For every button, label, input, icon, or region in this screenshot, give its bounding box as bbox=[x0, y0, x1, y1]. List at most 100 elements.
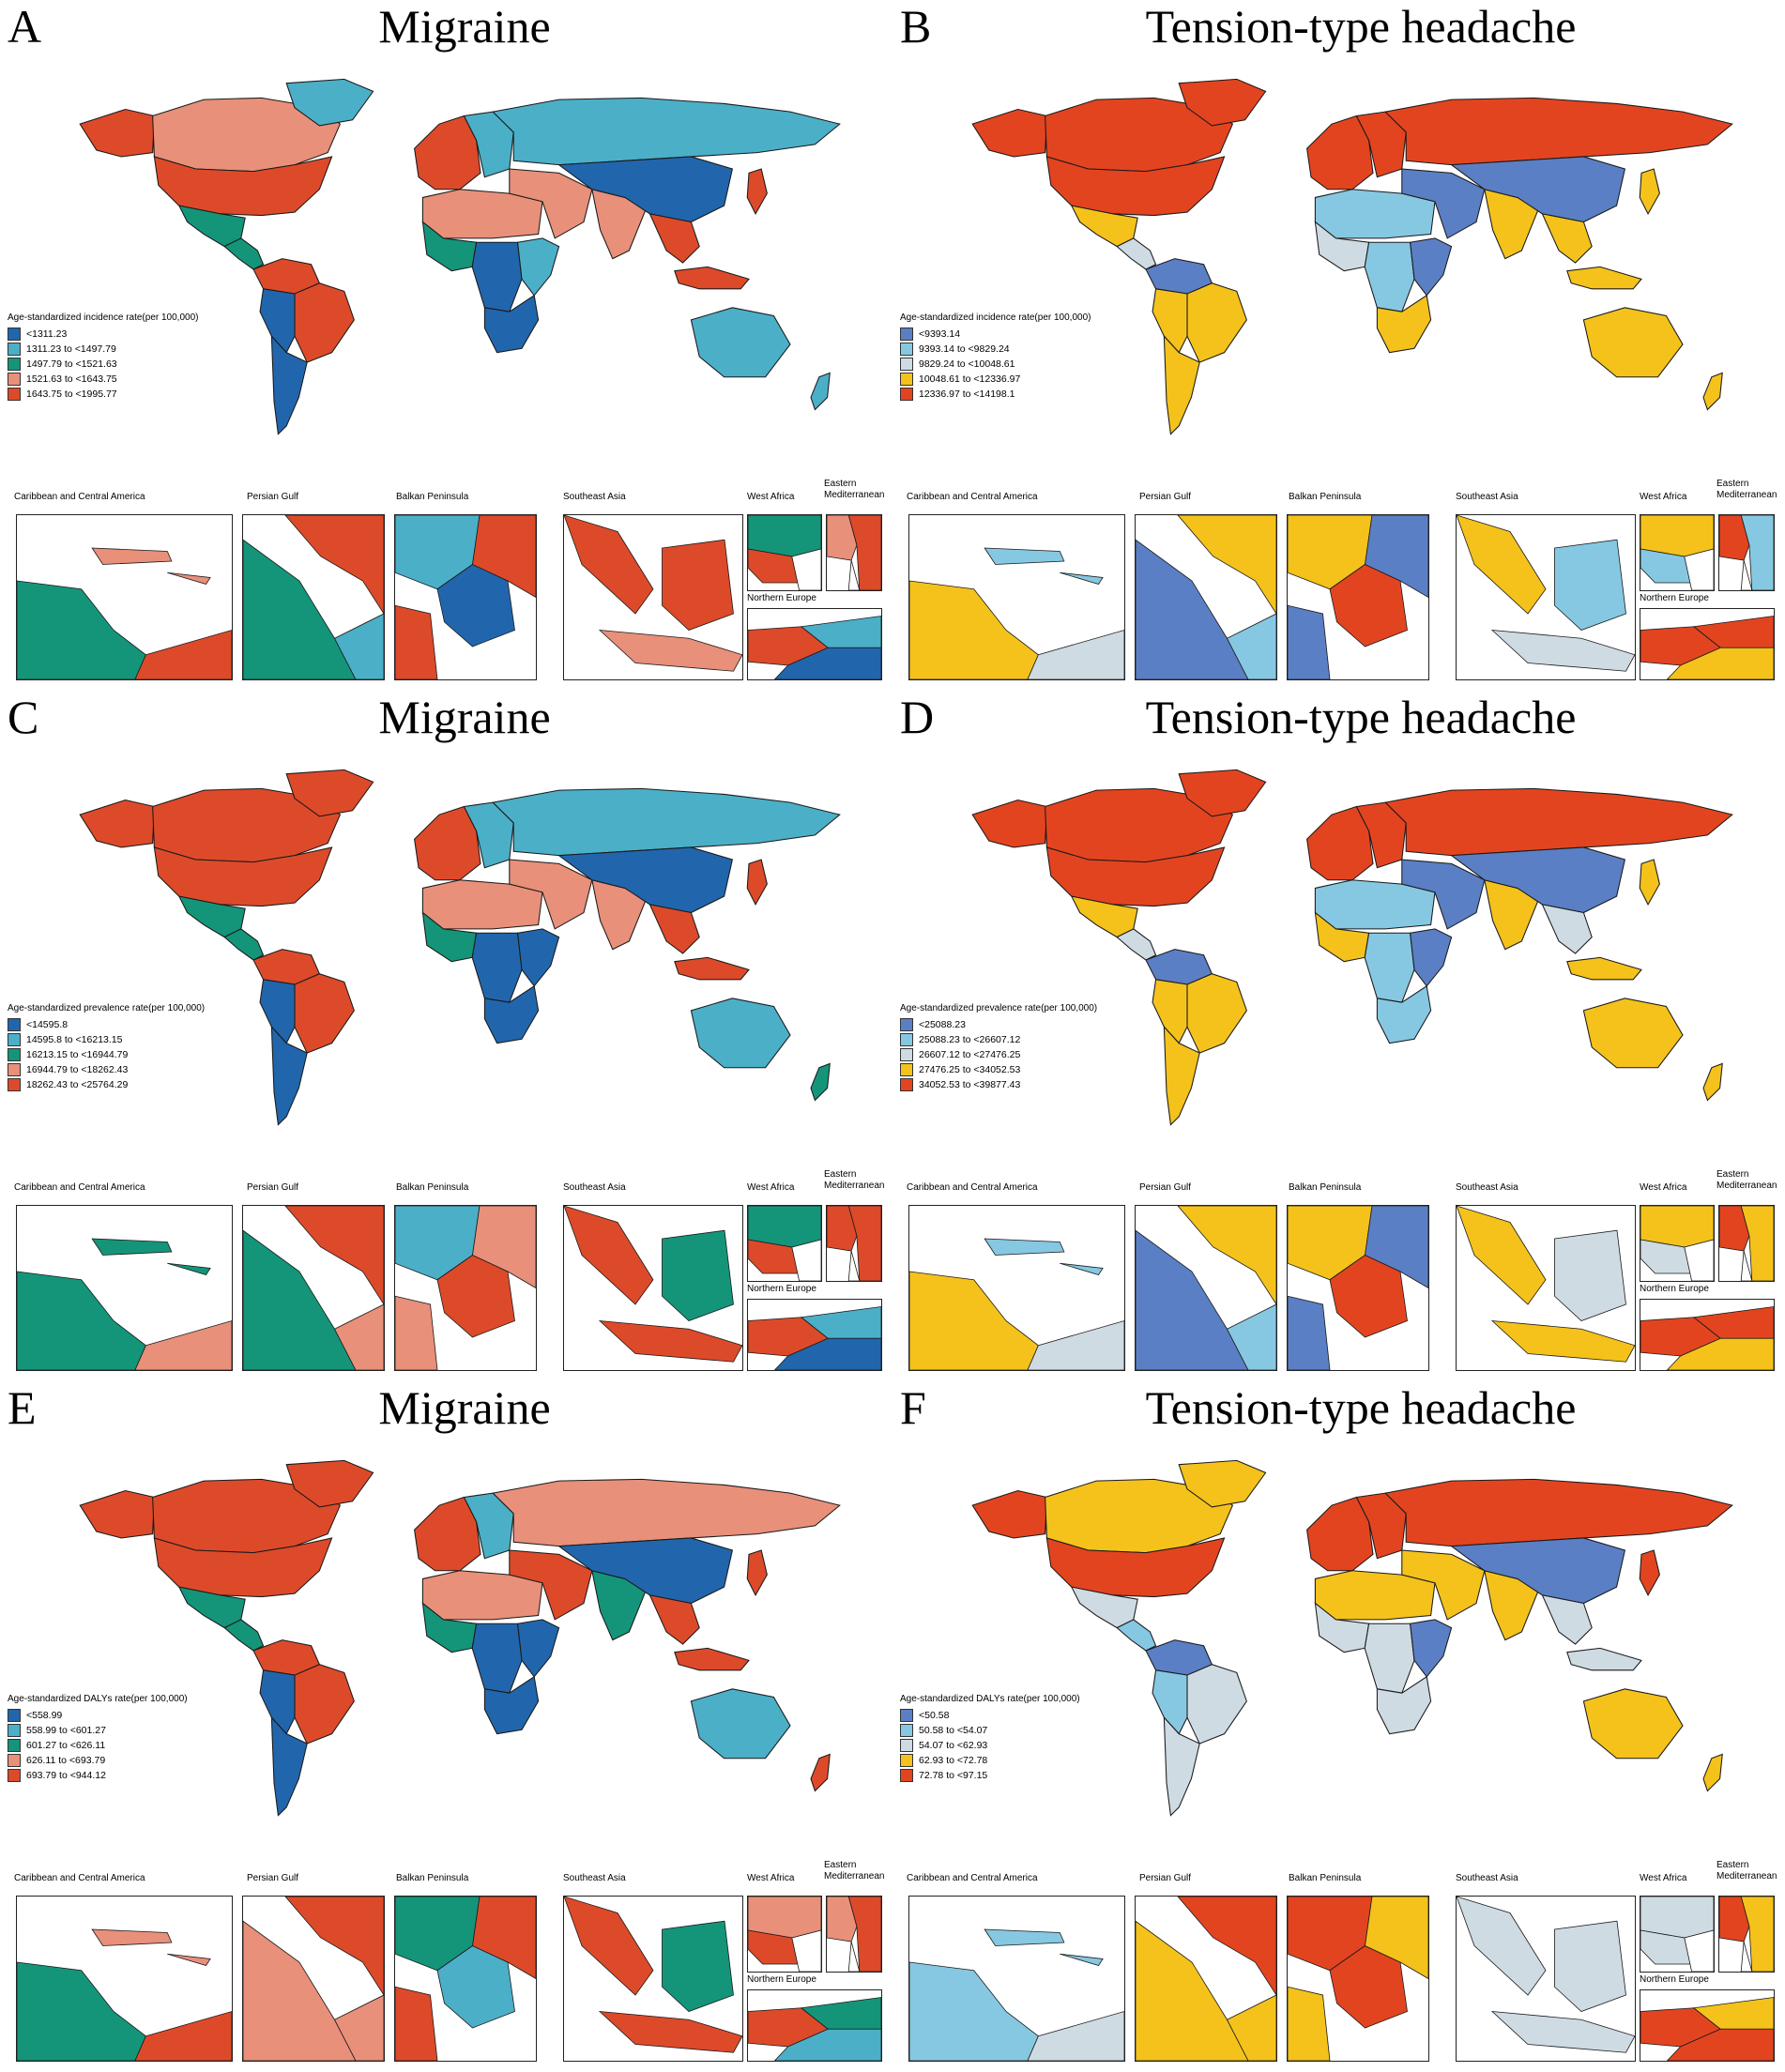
legend-item: 558.99 to <601.27 bbox=[8, 1723, 188, 1738]
region-s-africa bbox=[1376, 984, 1432, 1044]
inset-region bbox=[1028, 2012, 1124, 2061]
region-europe-w bbox=[414, 805, 481, 881]
legend-item: 72.78 to <97.15 bbox=[900, 1768, 1080, 1783]
legend-swatch bbox=[900, 328, 913, 341]
region-alaska bbox=[79, 1489, 155, 1539]
region-japan bbox=[746, 168, 768, 215]
region-australia bbox=[690, 1688, 791, 1760]
region-se-asia bbox=[648, 1594, 700, 1645]
legend-label: 16213.15 to <16944.79 bbox=[26, 1049, 129, 1060]
inset-region bbox=[1028, 1321, 1124, 1370]
inset-northern-europe bbox=[1640, 608, 1775, 680]
inset-label-west-africa: West Africa bbox=[1640, 492, 1687, 502]
inset-region bbox=[135, 2012, 232, 2061]
region-e-africa bbox=[1410, 237, 1453, 297]
region-china bbox=[557, 846, 734, 914]
region-brazil bbox=[294, 282, 355, 363]
inset-region bbox=[92, 1239, 210, 1275]
inset-region bbox=[1741, 1942, 1752, 1972]
inset-label-southeast-asia: Southeast Asia bbox=[1456, 492, 1518, 502]
legend-item: 27476.25 to <34052.53 bbox=[900, 1062, 1097, 1077]
inset-persian-gulf bbox=[1135, 514, 1277, 680]
legend-title: Age-standardized incidence rate(per 100,… bbox=[900, 312, 1091, 323]
legend-item: 9829.24 to <10048.61 bbox=[900, 357, 1091, 372]
inset-region bbox=[827, 1897, 857, 1942]
world-map bbox=[47, 1456, 873, 1832]
region-central-america bbox=[1116, 1619, 1157, 1652]
region-argentina bbox=[1163, 334, 1200, 435]
inset-persian-gulf bbox=[1135, 1896, 1277, 2062]
legend-swatch bbox=[900, 373, 913, 386]
legend-swatch bbox=[8, 343, 21, 356]
region-se-asia bbox=[1541, 1594, 1593, 1645]
inset-region bbox=[395, 1897, 536, 2061]
region-australia bbox=[690, 307, 791, 378]
legend-item: 54.07 to <62.93 bbox=[900, 1738, 1080, 1753]
inset-label-west-africa: West Africa bbox=[747, 492, 795, 502]
region-japan bbox=[1639, 168, 1660, 215]
legend-swatch bbox=[8, 358, 21, 371]
inset-persian-gulf bbox=[242, 514, 385, 680]
inset-region bbox=[1741, 1251, 1752, 1281]
legend-label: 18262.43 to <25764.29 bbox=[26, 1079, 129, 1090]
inset-label-caribbean: Caribbean and Central America bbox=[907, 492, 1038, 502]
region-brazil bbox=[294, 1664, 355, 1744]
inset-region bbox=[1492, 2012, 1635, 2053]
region-usa bbox=[153, 156, 333, 217]
region-nz bbox=[810, 1753, 831, 1792]
region-se-asia bbox=[648, 904, 700, 954]
inset-persian-gulf bbox=[242, 1205, 385, 1371]
inset-caribbean bbox=[16, 1896, 233, 2062]
inset-region bbox=[1492, 631, 1635, 672]
inset-maps: Caribbean and Central America Persian Gul… bbox=[9, 1169, 884, 1379]
region-alaska bbox=[971, 108, 1047, 158]
region-usa bbox=[1045, 1537, 1226, 1598]
inset-svg bbox=[243, 1897, 384, 2061]
inset-caribbean bbox=[16, 1205, 233, 1371]
legend-label: 626.11 to <693.79 bbox=[26, 1755, 106, 1766]
inset-region bbox=[909, 1962, 1038, 2061]
inset-west-africa bbox=[747, 514, 822, 591]
inset-maps: Caribbean and Central America Persian Gul… bbox=[902, 1860, 1777, 2070]
inset-label-caribbean: Caribbean and Central America bbox=[14, 1873, 145, 1883]
inset-region bbox=[1028, 631, 1124, 679]
region-middle-east bbox=[509, 859, 593, 930]
legend-item: 626.11 to <693.79 bbox=[8, 1753, 188, 1768]
inset-region bbox=[663, 1921, 734, 2011]
legend-label: 16944.79 to <18262.43 bbox=[26, 1064, 129, 1075]
panel-title: Tension-type headache bbox=[1145, 0, 1577, 53]
legend: Age-standardized incidence rate(per 100,… bbox=[8, 311, 198, 402]
legend-label: 72.78 to <97.15 bbox=[919, 1770, 988, 1781]
region-c-africa bbox=[1364, 241, 1415, 312]
region-europe-w bbox=[414, 1496, 481, 1572]
inset-svg bbox=[243, 515, 384, 679]
region-argentina bbox=[270, 334, 308, 435]
inset-svg bbox=[564, 1897, 742, 2061]
inset-region bbox=[1228, 614, 1276, 679]
region-usa bbox=[1045, 846, 1226, 907]
inset-caribbean bbox=[908, 1205, 1125, 1371]
inset-west-africa bbox=[1640, 1896, 1715, 1973]
panel-c: C Migraine Age-standardized prevalence rat… bbox=[0, 691, 892, 1381]
inset-eastern-med bbox=[826, 1896, 882, 1973]
legend-label: 693.79 to <944.12 bbox=[26, 1770, 106, 1781]
inset-svg bbox=[1640, 1206, 1714, 1281]
region-nz bbox=[810, 1062, 831, 1102]
legend-item: 1521.63 to <1643.75 bbox=[8, 372, 198, 387]
legend-item: 62.93 to <72.78 bbox=[900, 1753, 1080, 1768]
legend-title: Age-standardized DALYs rate(per 100,000) bbox=[900, 1694, 1080, 1704]
region-alaska bbox=[971, 1489, 1047, 1539]
legend-swatch bbox=[900, 1018, 913, 1031]
world-map bbox=[939, 75, 1765, 450]
region-brazil bbox=[294, 973, 355, 1054]
inset-svg bbox=[748, 1206, 821, 1281]
legend-label: 34052.53 to <39877.43 bbox=[919, 1079, 1021, 1090]
inset-region bbox=[1685, 1930, 1714, 1972]
inset-region bbox=[135, 1321, 232, 1370]
inset-region bbox=[600, 2012, 742, 2053]
region-indonesia bbox=[674, 1647, 750, 1671]
inset-region bbox=[801, 1307, 881, 1339]
region-e-africa bbox=[517, 1619, 560, 1678]
region-e-africa bbox=[517, 237, 560, 297]
legend-swatch bbox=[8, 373, 21, 386]
